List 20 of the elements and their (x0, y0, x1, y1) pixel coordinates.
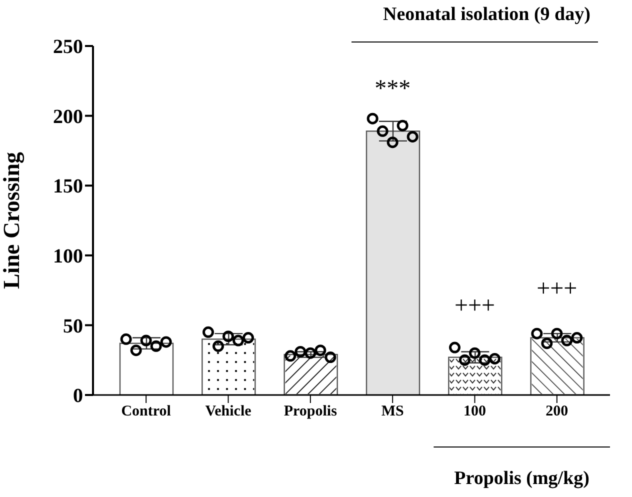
annotation: +++ (536, 276, 578, 302)
y-tick-label: 50 (63, 315, 83, 338)
text: Propolis (mg/kg) (454, 468, 590, 489)
bar (119, 342, 174, 395)
x-tick-label: MS (381, 404, 404, 420)
y-axis-title: Line Crossing (0, 152, 26, 289)
x-tick-label: Propolis (284, 404, 338, 420)
y-tick-label: 0 (73, 385, 83, 408)
y-tick-label: 250 (53, 36, 83, 58)
y-tick-label: 150 (53, 176, 83, 198)
text: Neonatal isolation (9 day) (383, 4, 590, 25)
y-tick-label: 200 (53, 106, 83, 128)
y-tick-label: 100 (53, 246, 83, 268)
annotation: *** (374, 76, 411, 102)
x-tick-label: Vehicle (205, 404, 252, 420)
annotation: +++ (454, 293, 496, 319)
x-tick-label: 200 (546, 404, 568, 420)
x-tick-label: 100 (464, 404, 486, 420)
bar (366, 130, 420, 395)
x-tick-label: Control (121, 404, 171, 420)
